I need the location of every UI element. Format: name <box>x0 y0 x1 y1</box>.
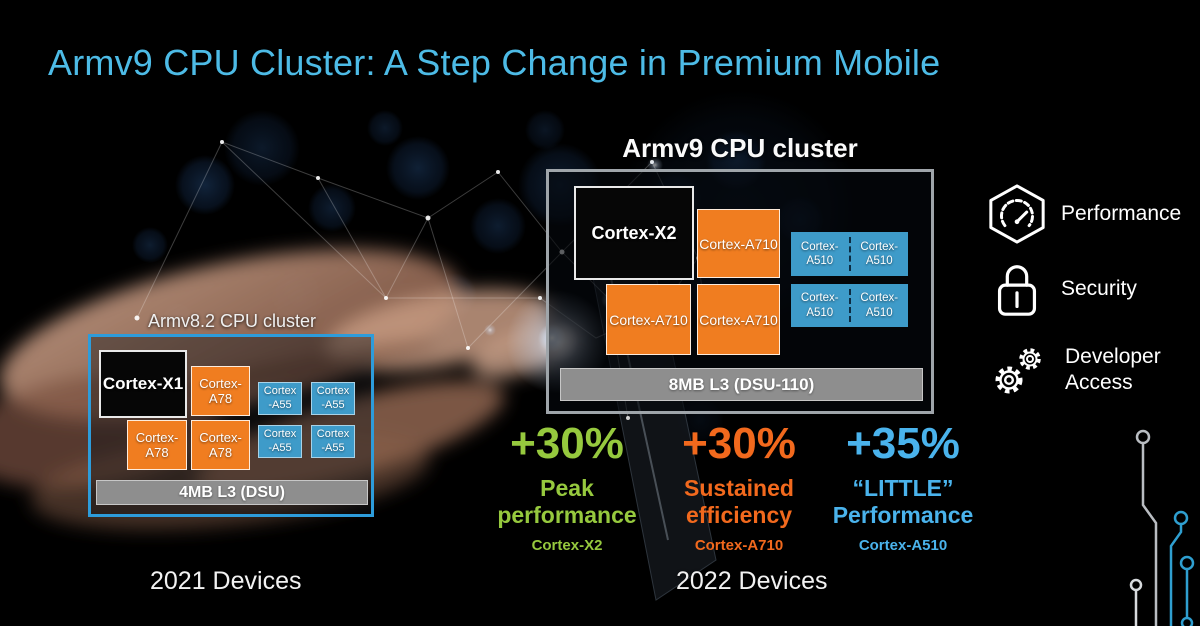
feature-developer-access: Developer Access <box>986 338 1197 402</box>
core-cortex-a510: Cortex- A510 <box>791 284 849 327</box>
core-label-line: Cortex- <box>800 292 839 305</box>
l3-cache-bar-armv82: 4MB L3 (DSU) <box>96 480 368 505</box>
stat-line: Performance <box>832 502 974 528</box>
core-label-line: Cortex <box>316 428 350 441</box>
core-cortex-a510: Cortex- A510 <box>791 232 849 276</box>
feature-label: Developer Access <box>1065 344 1161 394</box>
feature-label: Security <box>1061 276 1137 300</box>
core-cortex-a78: Cortex-A78 <box>191 420 250 470</box>
core-label-line: Cortex- <box>860 292 899 305</box>
core-cortex-a78: Cortex-A78 <box>191 366 250 416</box>
core-cortex-a710: Cortex-A710 <box>697 209 780 278</box>
feature-performance: Performance <box>986 182 1193 246</box>
core-label-line: A510 <box>806 306 834 319</box>
core-label-line: Cortex <box>263 428 297 441</box>
armv9-cluster-box: Cortex-X2 Cortex-A710 Cortex- A510 Corte… <box>546 169 934 414</box>
slide-title: Armv9 CPU Cluster: A Step Change in Prem… <box>48 42 941 83</box>
stat-core-name: Cortex-A710 <box>694 537 784 554</box>
performance-gauge-icon <box>986 182 1048 246</box>
core-cortex-a710: Cortex-A710 <box>697 284 780 355</box>
stat-core-name: Cortex-X2 <box>531 537 603 554</box>
core-cortex-x1: Cortex-X1 <box>99 350 187 418</box>
l3-cache-bar-armv9: 8MB L3 (DSU-110) <box>560 368 923 401</box>
armv9-cluster-heading: Armv9 CPU cluster <box>622 133 858 163</box>
core-cortex-a510: Cortex- A510 <box>851 284 909 327</box>
core-cortex-a710: Cortex-A710 <box>606 284 691 355</box>
core-label-line: -A55 <box>321 441 345 454</box>
stat-line: Peak <box>540 475 594 501</box>
stat-value: +35% <box>846 419 960 468</box>
core-label-line: -A55 <box>268 441 292 454</box>
core-label-line: Cortex <box>263 385 297 398</box>
core-label-line: A510 <box>865 255 893 267</box>
stat-sustained-efficiency: +30% Sustained efficiency Cortex-A710 <box>659 421 819 555</box>
device-label-2022: 2022 Devices <box>676 567 828 595</box>
core-label-line: -A55 <box>268 398 292 411</box>
core-label-line: Cortex- <box>800 240 839 253</box>
core-cortex-a55: Cortex -A55 <box>311 382 355 415</box>
armv82-cluster-box: Cortex-X1 Cortex-A78 Cortex -A55 Cortex … <box>88 334 374 517</box>
cortex-a510-merged-pair: Cortex- A510 Cortex- A510 <box>791 232 908 276</box>
stat-core-name: Cortex-A510 <box>858 537 948 554</box>
developer-gears-icon <box>986 338 1052 402</box>
feature-label: Performance <box>1061 201 1182 225</box>
core-label-line: A510 <box>865 306 893 319</box>
stat-value: +30% <box>510 419 624 468</box>
core-label-line: Cortex <box>316 385 350 398</box>
core-label-line: Cortex- <box>860 240 899 253</box>
cortex-a510-merged-pair: Cortex- A510 Cortex- A510 <box>791 284 908 327</box>
core-label-line: -A55 <box>321 398 345 411</box>
core-cortex-a510: Cortex- A510 <box>851 232 909 276</box>
stat-line: “LITTLE” <box>852 475 954 501</box>
device-label-2021: 2021 Devices <box>150 567 302 595</box>
armv82-cluster-heading: Armv8.2 CPU cluster <box>148 311 317 331</box>
stat-line: performance <box>497 502 637 528</box>
core-cortex-a55: Cortex -A55 <box>258 382 302 415</box>
merged-core-divider <box>848 289 851 322</box>
stat-peak-performance: +30% Peak performance Cortex-X2 <box>487 421 647 555</box>
stat-little-performance: +35% “LITTLE” Performance Cortex-A510 <box>823 421 983 555</box>
stat-line: Sustained <box>684 475 794 501</box>
core-label-line: A510 <box>806 255 834 267</box>
stat-value: +30% <box>682 419 796 468</box>
core-cortex-a78: Cortex-A78 <box>127 420 187 470</box>
core-cortex-x2: Cortex-X2 <box>574 186 694 280</box>
merged-core-divider <box>848 237 851 271</box>
core-cortex-a55: Cortex -A55 <box>258 425 302 458</box>
circuit-traces-decoration <box>1129 429 1195 626</box>
stat-line: efficiency <box>685 502 793 528</box>
core-cortex-a55: Cortex -A55 <box>311 425 355 458</box>
security-lock-icon <box>986 256 1048 322</box>
feature-security: Security <box>986 256 1193 322</box>
